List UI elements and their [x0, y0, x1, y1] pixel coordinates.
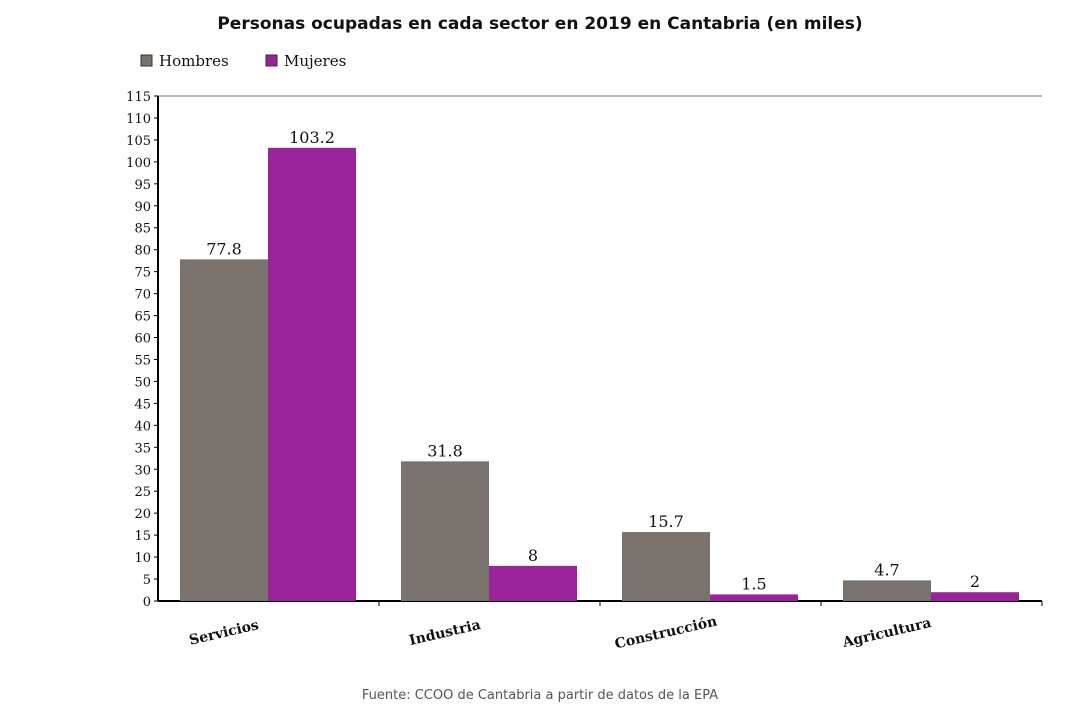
y-tick-label: 60	[134, 332, 151, 347]
x-tick-label: Servicios	[188, 617, 261, 649]
y-tick-label: 55	[134, 353, 151, 368]
data-label: 2	[970, 572, 980, 591]
legend-label: Hombres	[159, 52, 229, 70]
y-tick-label: 90	[134, 200, 151, 215]
x-tick-label: Construcción	[613, 613, 718, 652]
legend: Hombres Mujeres	[140, 52, 346, 70]
y-tick-label: 20	[134, 507, 151, 522]
y-tick-label: 65	[134, 310, 151, 325]
bar-hombres	[622, 532, 710, 601]
bar-mujeres	[268, 147, 356, 602]
y-tick-label: 70	[134, 288, 151, 303]
bar-mujeres	[489, 565, 577, 601]
legend-swatch-mujeres	[265, 54, 278, 67]
y-tick-label: 40	[134, 419, 151, 434]
y-tick-label: 15	[134, 529, 151, 544]
y-tick-label: 80	[134, 244, 151, 259]
y-tick-label: 110	[126, 112, 151, 127]
y-tick-label: 115	[126, 90, 151, 105]
y-tick-label: 45	[134, 397, 151, 412]
legend-swatch-hombres	[140, 54, 153, 67]
y-tick-label: 30	[134, 463, 151, 478]
y-tick-label: 75	[134, 266, 151, 281]
data-label: 8	[528, 546, 538, 565]
chart-title: Personas ocupadas en cada sector en 2019…	[217, 14, 862, 34]
data-label: 1.5	[741, 574, 766, 593]
x-tick-label: Agricultura	[840, 615, 933, 651]
source-note: Fuente: CCOO de Cantabria a partir de da…	[362, 688, 718, 703]
y-tick-label: 25	[134, 485, 151, 500]
bar-hombres	[180, 259, 268, 601]
y-tick-label: 95	[134, 178, 151, 193]
y-tick-label: 85	[134, 222, 151, 237]
bar-hombres	[843, 580, 931, 601]
y-tick-label: 0	[143, 595, 151, 610]
data-label: 103.2	[289, 128, 335, 147]
y-tick-label: 100	[126, 156, 151, 171]
y-tick-label: 5	[143, 573, 151, 588]
y-tick-label: 50	[134, 375, 151, 390]
data-label: 31.8	[427, 441, 463, 460]
data-label: 77.8	[206, 239, 242, 258]
legend-label: Mujeres	[284, 52, 346, 70]
y-tick-label: 105	[126, 134, 151, 149]
y-tick-label: 35	[134, 441, 151, 456]
bar-mujeres	[931, 592, 1019, 601]
y-tick-label: 10	[134, 551, 151, 566]
data-label: 15.7	[648, 512, 684, 531]
bar-hombres	[401, 461, 489, 601]
bar-mujeres	[710, 594, 798, 601]
data-label: 4.7	[874, 560, 899, 579]
x-tick-label: Industria	[408, 617, 483, 649]
